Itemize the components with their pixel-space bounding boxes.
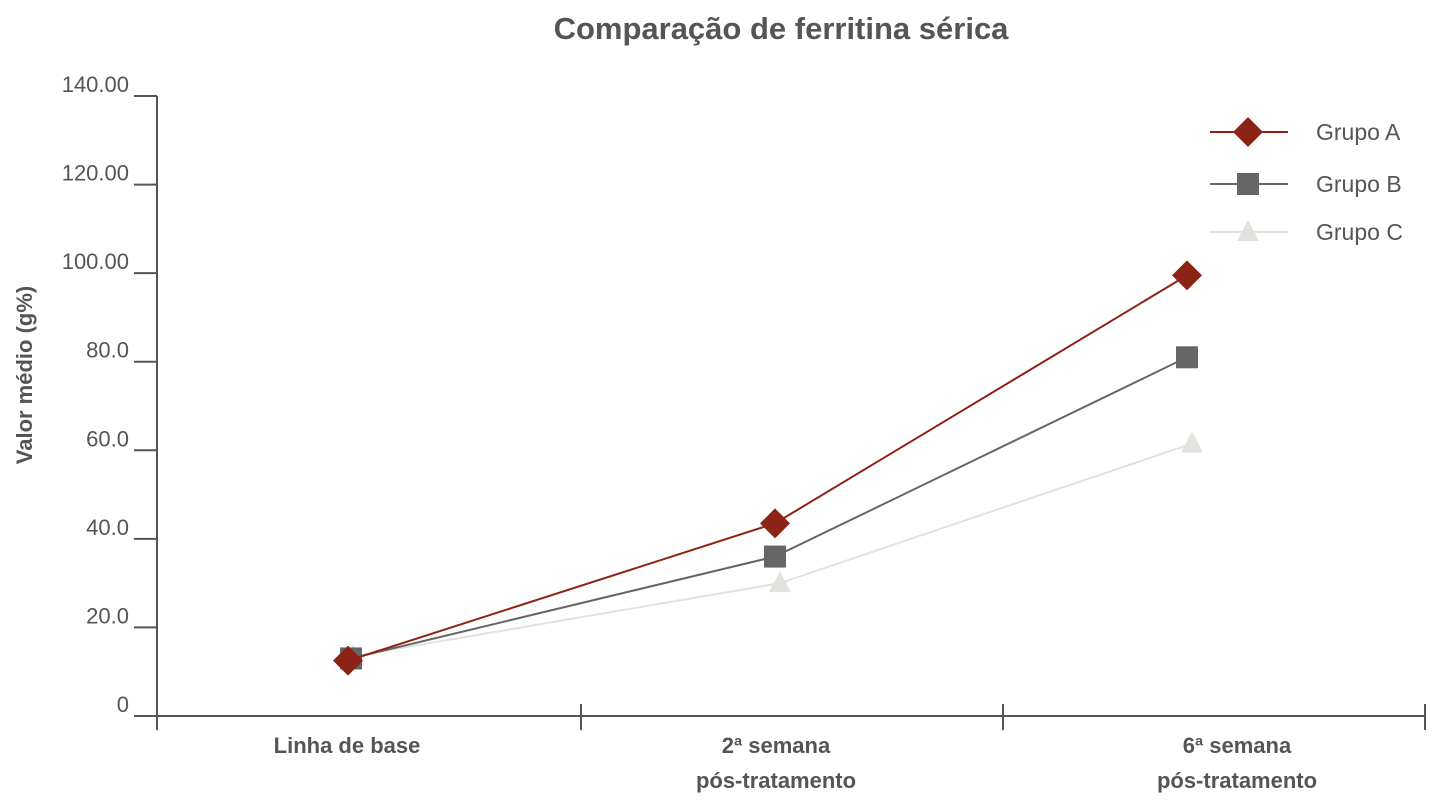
x-tick-label: 6ª semana [1183, 733, 1292, 758]
legend-item: Grupo C [1210, 219, 1403, 245]
y-axis: 0 20.0 40.0 60.0 80.0 100.00 120.00 140.00 [62, 72, 158, 717]
legend-marker [1237, 173, 1259, 195]
y-tick-label: 20.0 [86, 603, 129, 628]
legend-marker [1233, 117, 1263, 147]
y-tick-label: 120.00 [62, 161, 129, 186]
data-point [760, 508, 790, 539]
data-point [769, 571, 791, 593]
y-tick-label: 80.0 [86, 338, 129, 363]
legend-item: Grupo B [1210, 171, 1402, 197]
series-line [347, 274, 1188, 662]
legend: Grupo A Grupo B Grupo C [1210, 117, 1403, 245]
x-tick-label: Linha de base [274, 733, 421, 758]
data-point [1181, 431, 1203, 453]
legend-item: Grupo A [1210, 117, 1401, 147]
series-line [350, 356, 1188, 660]
x-tick-label: pós-tratamento [696, 768, 856, 793]
series-grupo-a [333, 260, 1202, 676]
x-tick-label: 2ª semana [722, 733, 831, 758]
y-tick-label: 140.00 [62, 72, 129, 97]
legend-label: Grupo C [1316, 219, 1403, 245]
y-tick-label: 60.0 [86, 426, 129, 451]
data-point [1176, 346, 1198, 369]
chart-title: Comparação de ferritina sérica [554, 11, 1010, 46]
x-axis: Linha de base 2ª semana pós-tratamento 6ª s… [150, 704, 1426, 793]
data-point [764, 545, 786, 568]
legend-label: Grupo B [1316, 171, 1402, 197]
y-axis-label: Valor médio (g%) [12, 286, 37, 464]
x-tick-label: pós-tratamento [1157, 768, 1317, 793]
data-point [333, 645, 363, 676]
series-layer [333, 260, 1203, 676]
legend-label: Grupo A [1316, 119, 1401, 145]
data-point [1172, 260, 1202, 291]
y-tick-label: 0 [117, 692, 129, 717]
y-tick-label: 40.0 [86, 515, 129, 540]
legend-marker [1237, 220, 1259, 241]
y-tick-label: 100.00 [62, 249, 129, 274]
